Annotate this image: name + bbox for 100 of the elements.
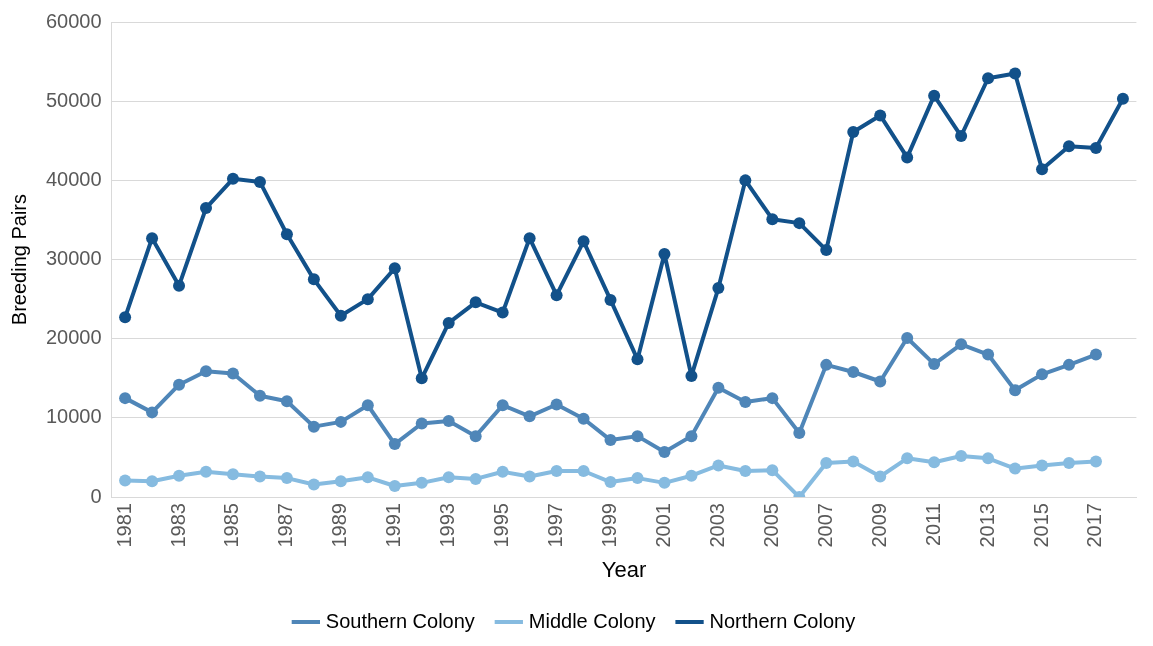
point — [442, 415, 455, 428]
point — [146, 406, 159, 419]
point — [820, 244, 833, 257]
point — [847, 366, 860, 378]
point — [442, 471, 455, 484]
x-tick-label: 1985 — [220, 503, 243, 548]
point — [1036, 459, 1049, 472]
x-tick-label: 1999 — [598, 503, 621, 548]
point — [955, 130, 968, 143]
x-tick-label: 2015 — [1029, 503, 1052, 548]
point — [1089, 141, 1102, 154]
x-tick-label: 1997 — [544, 503, 567, 548]
point — [1089, 348, 1102, 361]
point — [1062, 358, 1075, 371]
legend-label: Middle Colony — [528, 609, 656, 632]
x-tick-label: 2011 — [921, 503, 944, 547]
point — [577, 412, 590, 425]
point — [496, 306, 509, 319]
point — [173, 279, 186, 292]
point — [200, 465, 212, 478]
point — [874, 109, 887, 122]
point — [982, 348, 995, 361]
point — [388, 480, 401, 493]
point — [739, 174, 752, 187]
point — [173, 469, 186, 482]
point — [415, 417, 428, 430]
point — [712, 459, 725, 472]
point — [874, 375, 887, 388]
point — [847, 455, 860, 468]
point — [253, 175, 266, 188]
point — [496, 465, 509, 478]
point — [712, 381, 725, 394]
x-tick-label: 2013 — [975, 503, 998, 548]
x-tick-label: 2017 — [1083, 503, 1106, 548]
point — [253, 389, 266, 402]
point — [388, 262, 401, 275]
point — [955, 449, 968, 462]
point — [604, 434, 617, 447]
point — [874, 470, 887, 483]
point — [928, 358, 941, 371]
x-tick-label: 1993 — [436, 503, 459, 548]
x-axis-title: Year — [601, 556, 647, 582]
point — [469, 296, 482, 309]
point — [280, 472, 293, 485]
point — [685, 469, 698, 482]
x-tick-label: 2007 — [813, 503, 836, 548]
point — [901, 151, 914, 164]
point — [469, 472, 482, 485]
point — [388, 438, 401, 451]
point — [901, 331, 914, 344]
point — [739, 464, 752, 477]
y-tick-label: 0 — [90, 484, 102, 507]
point — [226, 367, 239, 380]
legend-label: Southern Colony — [325, 609, 475, 632]
point — [1116, 92, 1129, 105]
point — [307, 420, 320, 433]
x-tick-label: 1989 — [328, 503, 351, 548]
point — [146, 475, 159, 488]
point — [766, 392, 779, 405]
point — [415, 372, 428, 385]
point — [1036, 163, 1049, 176]
x-tick-label: 1995 — [490, 503, 513, 548]
point — [307, 273, 320, 286]
point — [982, 452, 995, 465]
point — [200, 365, 212, 378]
point — [253, 470, 266, 483]
y-tick-label: 60000 — [45, 9, 102, 32]
point — [119, 474, 132, 487]
point — [604, 476, 617, 489]
point — [658, 445, 671, 458]
point — [469, 430, 482, 443]
point — [280, 228, 293, 241]
x-tick-label: 2003 — [705, 503, 728, 548]
y-tick-label: 40000 — [45, 167, 102, 190]
point — [820, 457, 833, 470]
point — [523, 410, 536, 423]
point — [658, 248, 671, 261]
point — [523, 470, 536, 483]
legend-label: Northern Colony — [709, 609, 856, 632]
point — [119, 311, 132, 324]
point — [739, 396, 752, 409]
point — [146, 232, 159, 245]
point — [361, 293, 374, 306]
point — [334, 309, 347, 322]
point — [685, 430, 698, 443]
point — [361, 399, 374, 412]
point — [766, 464, 779, 477]
x-tick-label: 2001 — [651, 503, 674, 548]
point — [577, 464, 590, 477]
point — [550, 289, 563, 302]
point — [820, 358, 833, 371]
point — [361, 471, 374, 484]
point — [604, 293, 617, 306]
point — [793, 217, 806, 230]
y-tick-label: 10000 — [45, 405, 102, 428]
point — [658, 476, 671, 489]
point — [334, 475, 347, 488]
point — [631, 353, 644, 366]
point — [226, 468, 239, 481]
point — [928, 89, 941, 102]
